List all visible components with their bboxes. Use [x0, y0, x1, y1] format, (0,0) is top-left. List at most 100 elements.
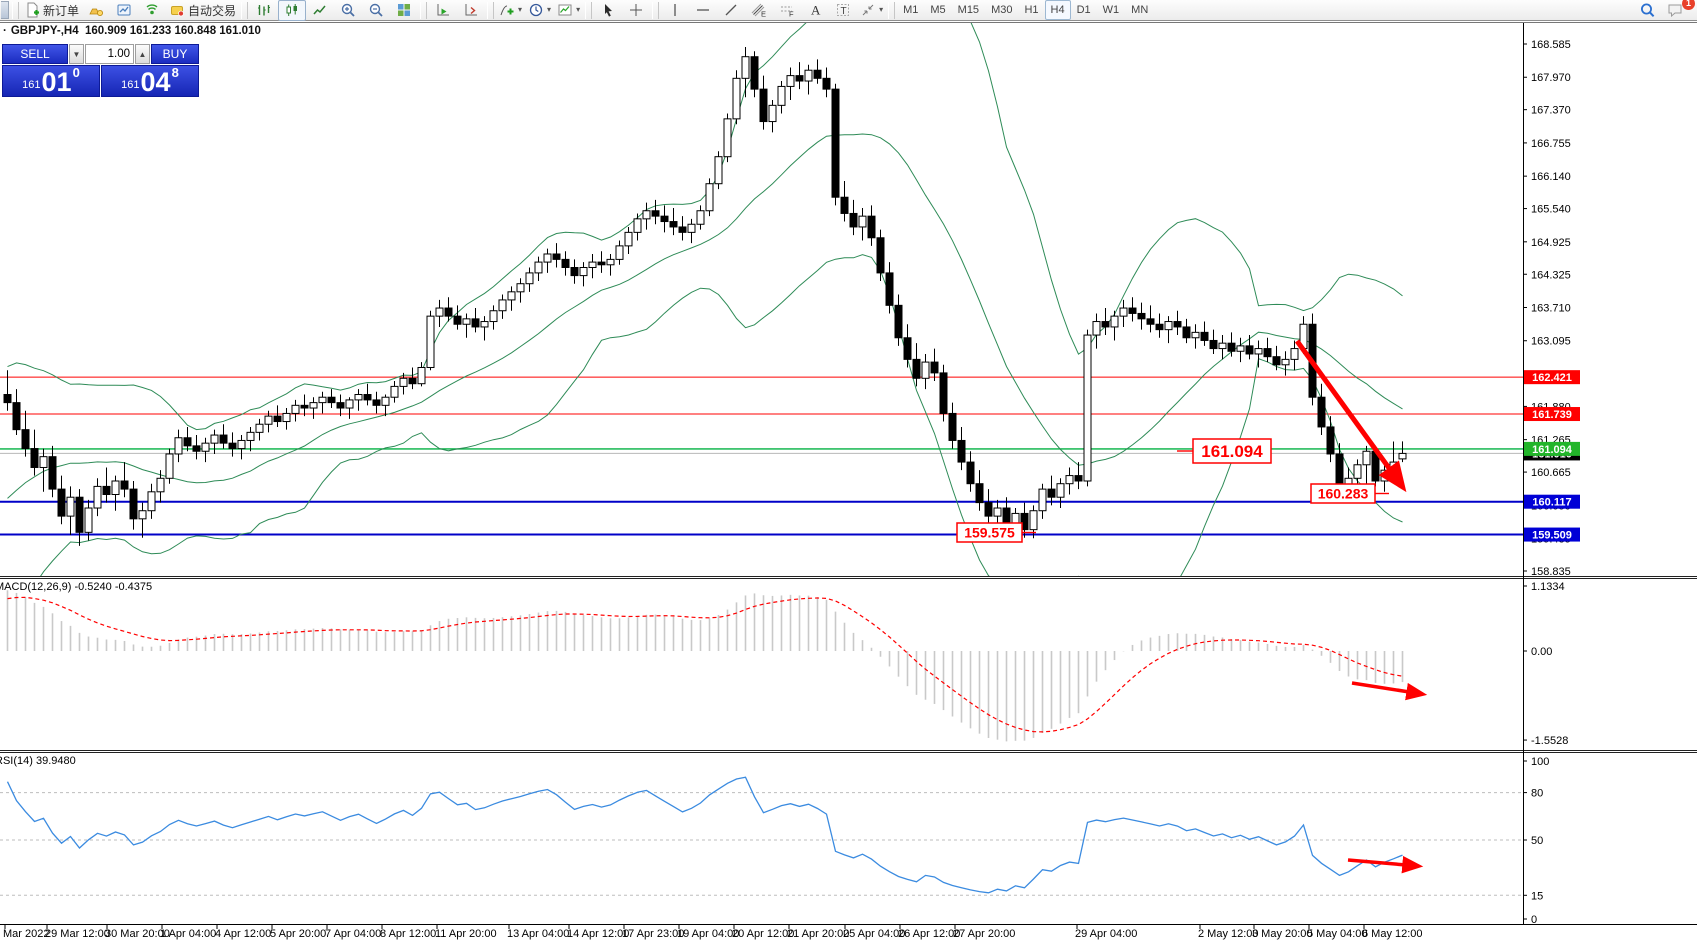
chevron-down-icon: ▾ [576, 5, 581, 14]
svg-text:5 May 04:00: 5 May 04:00 [1307, 928, 1368, 940]
svg-text:159.509: 159.509 [1532, 530, 1572, 542]
tile-windows-button[interactable] [390, 0, 418, 21]
crosshair-tool-button[interactable] [622, 0, 650, 21]
price-badge-159.509: 159.509 [1524, 527, 1580, 542]
deposit-button[interactable] [82, 0, 110, 21]
svg-text:161.094: 161.094 [1532, 444, 1573, 456]
price-annotation-161.094[interactable]: 161.094 [1177, 438, 1272, 464]
toolbar-separator [487, 1, 495, 19]
line-chart-button[interactable] [306, 0, 334, 21]
text-label-tool-button[interactable]: T [829, 0, 857, 21]
macd-panel [6, 590, 1404, 742]
zoom-out-icon [368, 2, 384, 18]
notifications-button[interactable]: 1 [1661, 0, 1695, 21]
buy-button[interactable]: BUY [151, 44, 199, 64]
svg-text:164.325: 164.325 [1531, 269, 1571, 281]
svg-text:26 Apr 12:00: 26 Apr 12:00 [898, 928, 960, 940]
trend-arrow-2[interactable] [1351, 681, 1428, 701]
timeframe-button-m1[interactable]: M1 [903, 4, 919, 16]
timeframe-button-m5[interactable]: M5 [930, 4, 946, 16]
price-annotation-160.283[interactable]: 160.283 [1310, 483, 1389, 504]
svg-text:166.140: 166.140 [1531, 171, 1571, 183]
indicators-button[interactable]: ▾ [496, 0, 525, 21]
macd-signal-line [7, 596, 1403, 733]
volume-input[interactable] [85, 44, 134, 64]
vertical-line-icon [667, 2, 683, 18]
svg-text:29 Mar 12:00: 29 Mar 12:00 [45, 928, 110, 940]
svg-text:11 Apr 20:00: 11 Apr 20:00 [435, 928, 497, 940]
trend-arrow-3[interactable] [1347, 855, 1424, 874]
svg-text:163.095: 163.095 [1531, 336, 1571, 348]
trend-arrow-1[interactable] [1294, 339, 1407, 493]
timeframe-button-w1[interactable]: W1 [1102, 4, 1120, 16]
timeframe-button-h1[interactable]: H1 [1024, 4, 1039, 16]
market-button[interactable] [110, 0, 138, 21]
symbol-bullet: · [3, 25, 7, 37]
svg-text:160.117: 160.117 [1532, 497, 1571, 509]
channel-tool-button[interactable]: F [773, 0, 801, 21]
auto-trading-button[interactable]: 自动交易 [166, 0, 239, 21]
volume-decrease-button[interactable]: ▼ [69, 44, 84, 64]
fibonacci-tool-button[interactable]: E [745, 0, 773, 21]
chart-shift-button[interactable] [457, 0, 485, 21]
toolbar-separator [652, 1, 660, 19]
candlestick-chart-button[interactable] [278, 0, 307, 21]
search-button[interactable] [1633, 0, 1661, 21]
sell-price-main: 161 [22, 79, 41, 91]
symbol-name: GBPJPY-,H4 [10, 25, 79, 37]
chevron-down-icon: ▾ [547, 5, 552, 14]
signal-icon [144, 2, 160, 18]
auto-scroll-icon [435, 2, 451, 18]
tile-windows-icon [396, 2, 412, 18]
svg-text:15: 15 [1531, 890, 1543, 902]
horizontal-line-tool-button[interactable] [689, 0, 717, 21]
price-annotation-159.575[interactable]: 159.575 [956, 522, 1036, 543]
macd-label: MACD(12,26,9) -0.5240 -0.4375 [0, 581, 152, 593]
sell-button[interactable]: SELL [2, 44, 68, 64]
timeframe-button-d1[interactable]: D1 [1076, 4, 1091, 16]
trendline-tool-button[interactable] [717, 0, 745, 21]
auto-scroll-button[interactable] [429, 0, 457, 21]
svg-text:3 May 20:00: 3 May 20:00 [1252, 928, 1313, 940]
auto-trading-label: 自动交易 [188, 3, 237, 18]
zoom-in-button[interactable] [334, 0, 362, 21]
buy-price-box[interactable]: 161 04 8 [101, 65, 199, 97]
volume-increase-button[interactable]: ▲ [135, 44, 150, 64]
periods-button[interactable]: ▾ [525, 0, 554, 21]
sell-price-box[interactable]: 161 01 0 [2, 65, 100, 97]
svg-text:6 May 12:00: 6 May 12:00 [1362, 928, 1423, 940]
svg-text:A: A [811, 3, 821, 18]
sell-price-sup: 0 [72, 65, 80, 80]
svg-text:165.540: 165.540 [1531, 204, 1571, 216]
timeframe-button-mn[interactable]: MN [1131, 4, 1149, 16]
text-tool-button[interactable]: A [801, 0, 829, 21]
timeframe-button-m15[interactable]: M15 [957, 4, 980, 16]
trendline-icon [723, 2, 739, 18]
arrows-tool-button[interactable]: ▾ [857, 0, 886, 21]
search-icon [1639, 2, 1656, 19]
svg-text:167.370: 167.370 [1531, 105, 1571, 117]
bar-chart-button[interactable] [250, 0, 278, 21]
line-chart-icon [312, 2, 328, 18]
templates-button[interactable]: ▾ [554, 0, 583, 21]
signals-button[interactable] [138, 0, 166, 21]
zoom-out-button[interactable] [362, 0, 390, 21]
chevron-down-icon: ▾ [879, 5, 884, 14]
svg-text:F: F [789, 10, 794, 19]
main-price-panel: 161.094 160.283 159.575 [0, 23, 1523, 576]
timeframe-group: M1 M5 M15 M30 H1 H4 D1 W1 MN [897, 0, 1154, 20]
buy-price-main: 161 [121, 79, 140, 91]
svg-text:163.710: 163.710 [1531, 302, 1571, 314]
symbol-ohlc: 160.909 161.233 160.848 161.010 [84, 25, 261, 37]
timeframe-button-h4[interactable]: H4 [1044, 0, 1071, 20]
new-order-button[interactable]: 新订单 [21, 0, 82, 21]
vertical-line-tool-button[interactable] [661, 0, 689, 21]
timeframe-button-m30[interactable]: M30 [991, 4, 1013, 16]
svg-text:17 Apr 23:00: 17 Apr 23:00 [622, 928, 684, 940]
svg-text:166.755: 166.755 [1531, 138, 1571, 150]
cursor-tool-button[interactable] [594, 0, 622, 21]
buy-price-sup: 8 [171, 65, 179, 80]
